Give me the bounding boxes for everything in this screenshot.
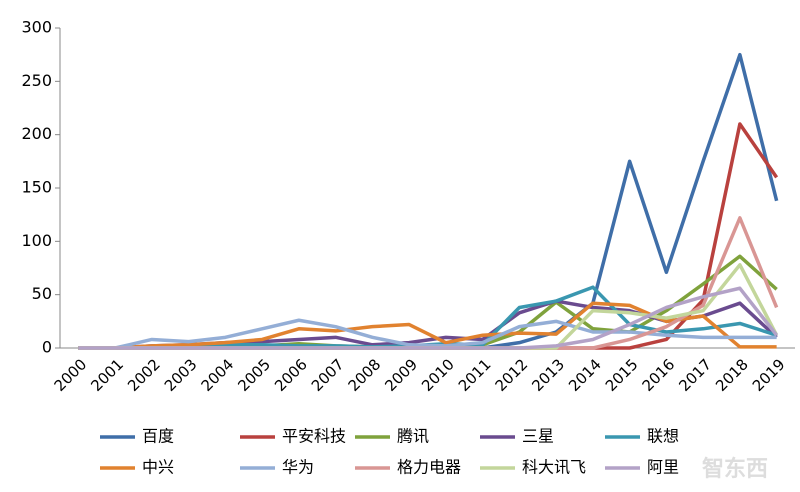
x-tick-label: 2019 xyxy=(749,355,789,395)
x-tick-label: 2007 xyxy=(308,355,348,395)
x-tick-label: 2000 xyxy=(51,355,91,395)
y-tick-label: 150 xyxy=(21,178,52,197)
x-tick-label: 2015 xyxy=(602,355,642,395)
legend-label: 联想 xyxy=(647,427,679,446)
x-tick-label: 2016 xyxy=(639,355,679,395)
legend-label: 百度 xyxy=(142,427,174,446)
x-tick-label: 2002 xyxy=(124,355,164,395)
legend-label: 中兴 xyxy=(142,458,174,477)
legend-label: 腾讯 xyxy=(397,427,429,446)
series-line xyxy=(78,216,779,350)
x-tick-label: 2005 xyxy=(234,355,274,395)
x-tick-label: 2003 xyxy=(161,355,201,395)
x-tick-label: 2006 xyxy=(271,355,311,395)
x-tick-label: 2012 xyxy=(492,355,532,395)
x-tick-label: 2017 xyxy=(675,355,715,395)
x-tick-label: 2018 xyxy=(712,355,752,395)
series-line xyxy=(78,286,779,350)
legend-label: 平安科技 xyxy=(282,427,346,446)
watermark: 智东西 xyxy=(702,456,768,482)
y-tick-label: 300 xyxy=(21,18,52,37)
y-tick-label: 0 xyxy=(42,338,52,357)
series-line xyxy=(78,318,777,350)
series-line xyxy=(78,122,779,350)
series-line xyxy=(78,52,779,350)
legend-label: 阿里 xyxy=(647,458,679,477)
legend-label: 格力电器 xyxy=(397,458,461,477)
legend-label: 三星 xyxy=(522,427,554,446)
x-tick-label: 2011 xyxy=(455,355,495,395)
x-tick-label: 2014 xyxy=(565,355,605,395)
x-tick-label: 2004 xyxy=(198,355,238,395)
x-tick-label: 2009 xyxy=(381,355,421,395)
y-tick-label: 250 xyxy=(21,71,52,90)
y-tick-label: 100 xyxy=(21,231,52,250)
x-tick-label: 2001 xyxy=(87,355,127,395)
x-tick-label: 2008 xyxy=(345,355,385,395)
legend-label: 华为 xyxy=(282,458,314,477)
y-tick-label: 50 xyxy=(32,284,52,303)
x-tick-label: 2010 xyxy=(418,355,458,395)
x-tick-label: 2013 xyxy=(528,355,568,395)
y-tick-label: 200 xyxy=(21,124,52,143)
legend-label: 科大讯飞 xyxy=(522,458,586,477)
